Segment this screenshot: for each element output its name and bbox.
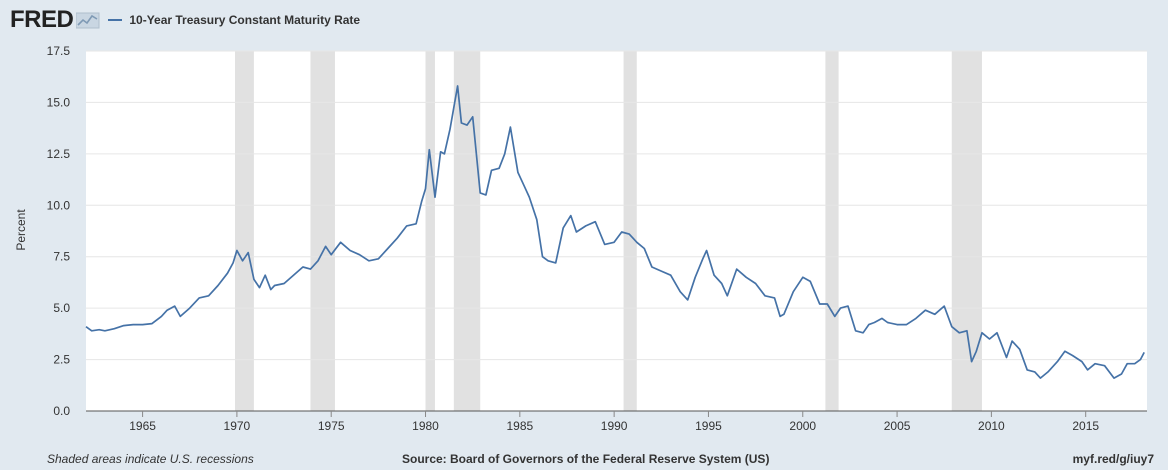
y-tick-label: 5.0 xyxy=(53,301,70,315)
x-tick-label: 1990 xyxy=(601,419,628,433)
fred-chart-icon xyxy=(76,12,100,29)
x-tick-label: 2005 xyxy=(884,419,911,433)
recession-band xyxy=(453,51,481,411)
recession-band xyxy=(825,51,839,411)
x-tick-label: 2010 xyxy=(978,419,1005,433)
y-tick-label: 10.0 xyxy=(47,198,71,212)
y-tick-label: 15.0 xyxy=(47,95,71,109)
y-tick-label: 7.5 xyxy=(53,250,70,264)
chart-header: FRED 10-Year Treasury Constant Maturity … xyxy=(10,6,360,34)
y-tick-label: 0.0 xyxy=(53,404,70,418)
y-tick-label: 12.5 xyxy=(47,147,71,161)
x-tick-label: 1980 xyxy=(412,419,439,433)
y-axis-label: Percent xyxy=(14,209,28,251)
y-axis-ticks: 0.0 2.5 5.0 7.5 10.0 12.5 15.0 17.5 xyxy=(47,44,71,418)
x-tick-label: 1995 xyxy=(695,419,722,433)
x-tick-label: 1970 xyxy=(224,419,251,433)
legend-swatch xyxy=(108,19,123,21)
y-tick-label: 2.5 xyxy=(53,353,70,367)
source-note: Source: Board of Governors of the Federa… xyxy=(402,452,770,466)
x-tick-label: 2000 xyxy=(789,419,816,433)
series-line-10y-treasury[interactable] xyxy=(85,85,1145,379)
fred-logo[interactable]: FRED xyxy=(10,6,74,33)
x-tick-label: 1985 xyxy=(506,419,533,433)
recession-band xyxy=(623,51,637,411)
x-axis-ticks: 1965 1970 1975 1980 1985 1990 1995 2000 2005 2010… xyxy=(129,411,1099,433)
recession-band xyxy=(235,51,254,411)
short-url-link[interactable]: myf.red/g/iuy7 xyxy=(1072,452,1154,466)
x-tick-label: 1965 xyxy=(129,419,156,433)
recession-bands xyxy=(235,51,982,411)
recession-note: Shaded areas indicate U.S. recessions xyxy=(47,452,254,466)
recession-band xyxy=(951,51,982,411)
legend-label[interactable]: 10-Year Treasury Constant Maturity Rate xyxy=(129,13,361,27)
x-tick-label: 2015 xyxy=(1072,419,1099,433)
y-tick-label: 17.5 xyxy=(47,44,71,58)
gridlines xyxy=(86,50,1147,412)
recession-band xyxy=(425,51,435,411)
x-tick-label: 1975 xyxy=(318,419,345,433)
recession-band xyxy=(310,51,335,411)
